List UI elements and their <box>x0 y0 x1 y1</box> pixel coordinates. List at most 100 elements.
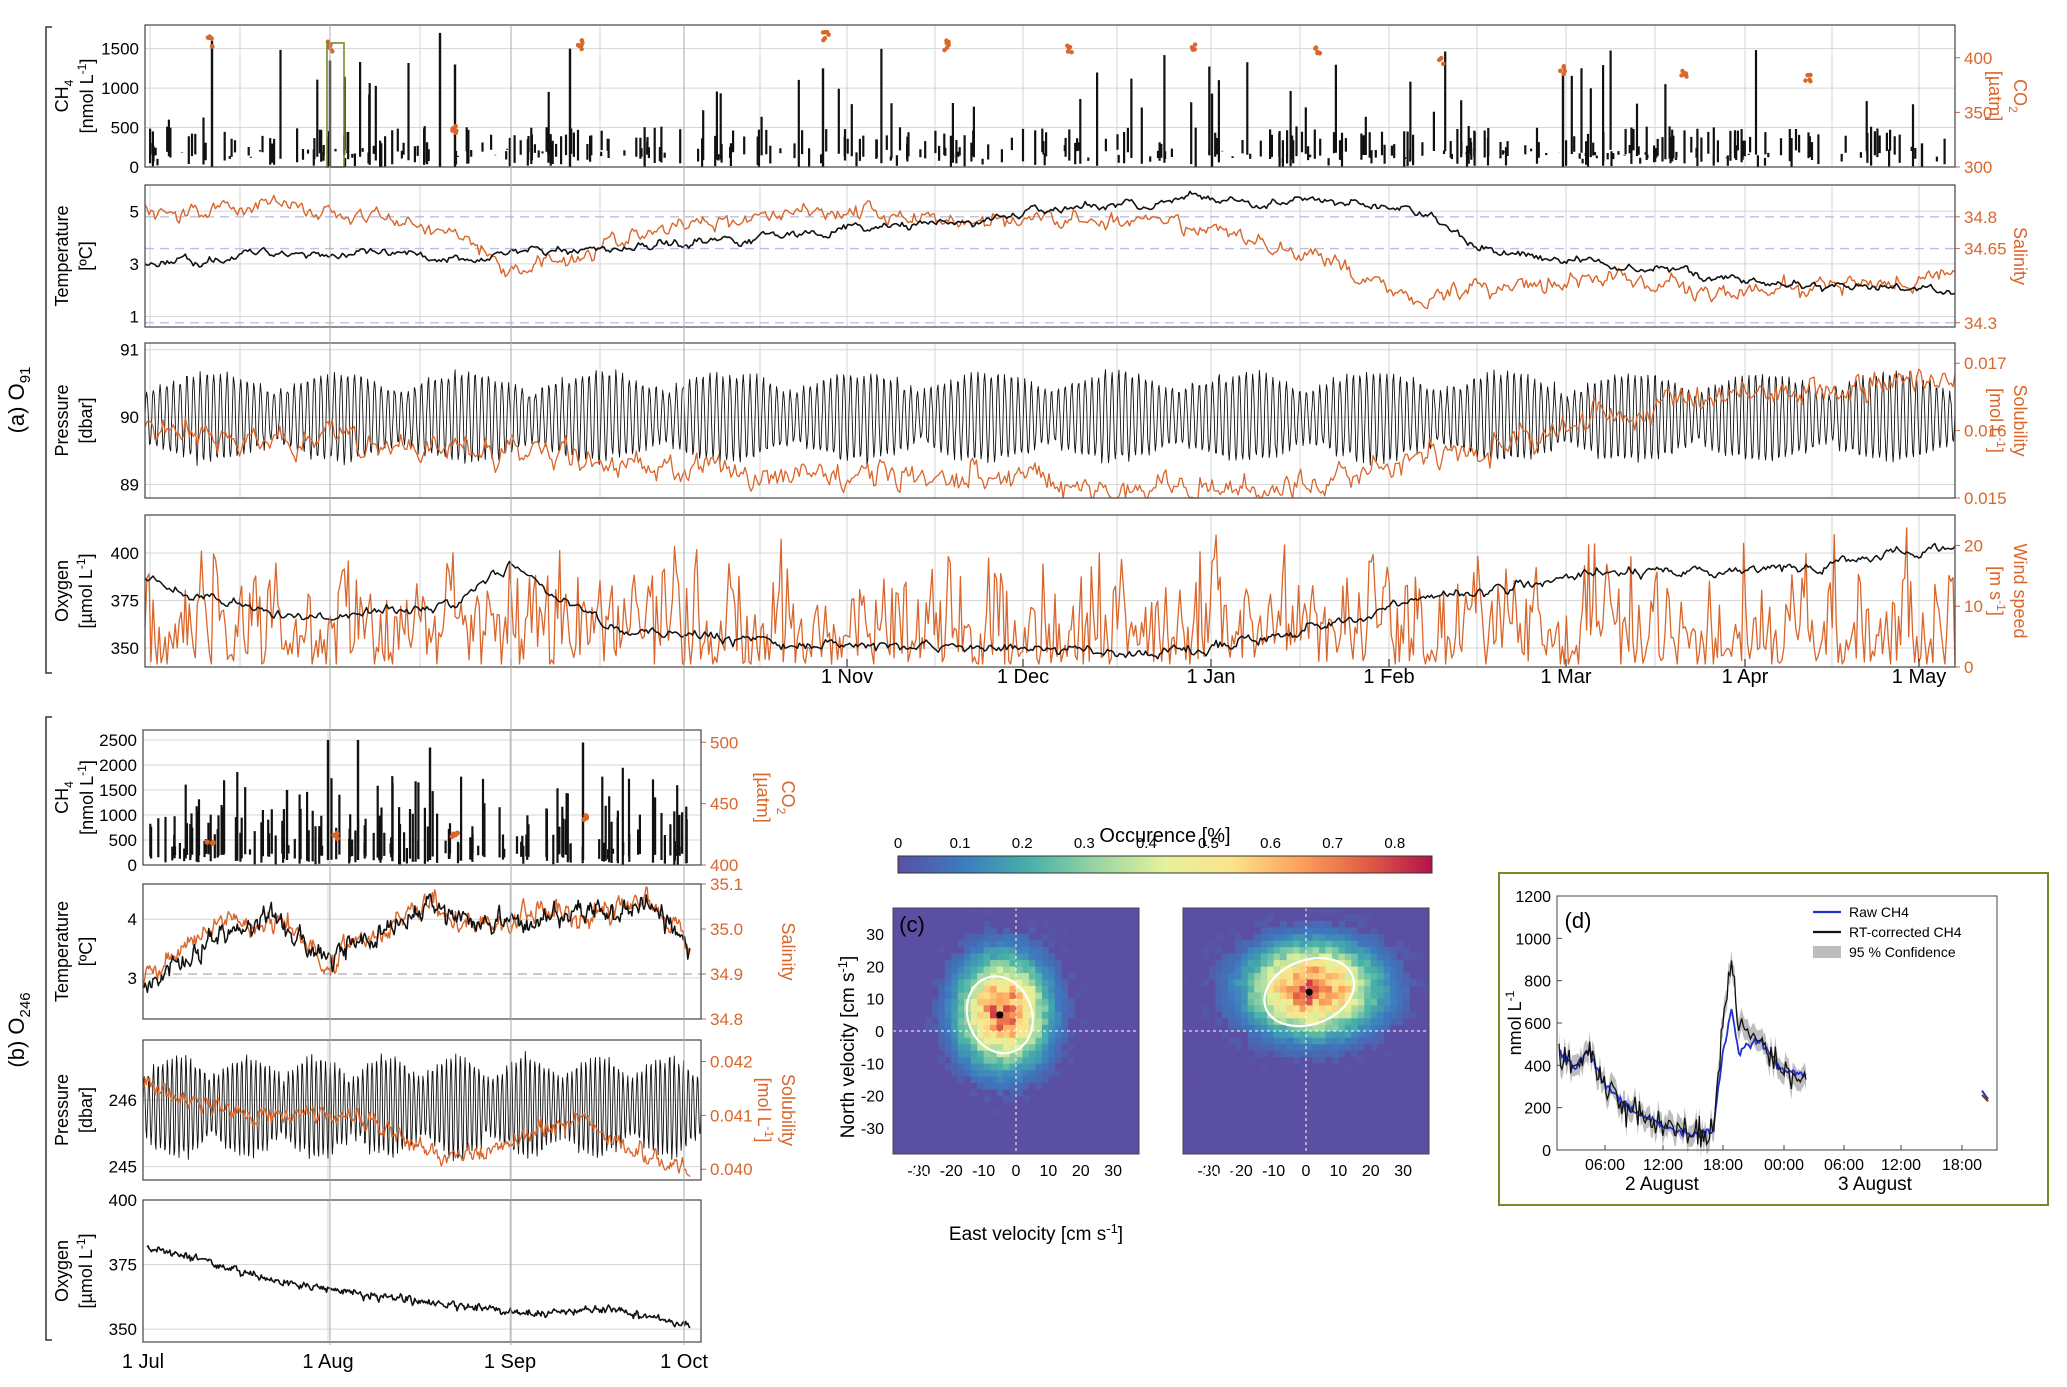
histogram-cell <box>1370 933 1378 941</box>
x-tick-label: 20 <box>1072 1163 1090 1180</box>
histogram-cell <box>1048 1024 1056 1032</box>
histogram-cell <box>1299 959 1307 967</box>
plot-b1-ch4-co2: 0 500 1000 1500 2000 2500 400 450 500 CH4[nmol L-… <box>52 729 798 875</box>
y-tick-label: 200 <box>1524 1101 1551 1118</box>
histogram-cell <box>1299 1018 1307 1025</box>
histogram-cell <box>1331 979 1339 986</box>
histogram-cell <box>983 1069 991 1077</box>
histogram-cell <box>1377 946 1384 954</box>
histogram-cell <box>957 1050 965 1058</box>
histogram-cell <box>931 1024 939 1032</box>
day-label: 3 August <box>1838 1174 1913 1195</box>
co2-point <box>1315 49 1320 55</box>
y-tick-label: 800 <box>1524 974 1551 991</box>
histogram-cell <box>977 940 984 948</box>
histogram-cell <box>1357 1056 1365 1064</box>
histogram-cell <box>1390 972 1397 980</box>
histogram-cell <box>1247 1005 1255 1012</box>
histogram-cell <box>1312 1050 1320 1058</box>
histogram-cell <box>957 979 965 986</box>
histogram-cell <box>1016 1037 1023 1045</box>
histogram-cell <box>1215 966 1223 974</box>
x-tick-label: 06:00 <box>1585 1157 1625 1174</box>
histogram-cell <box>1234 940 1242 948</box>
histogram-cell <box>1364 914 1372 922</box>
histogram-cell <box>1293 933 1300 941</box>
histogram-cell <box>1351 914 1359 922</box>
y-tick-label: 375 <box>109 1256 137 1275</box>
histogram-cell <box>957 1011 965 1019</box>
histogram-cell <box>1054 1005 1062 1012</box>
histogram-cell <box>1344 1031 1352 1038</box>
histogram-cell <box>1351 1037 1359 1045</box>
histogram-cell <box>1260 1043 1268 1051</box>
histogram-cell <box>1273 966 1281 974</box>
histogram-cell <box>1312 1018 1320 1025</box>
histogram-cell <box>964 946 971 954</box>
co2-point <box>577 43 582 49</box>
histogram-cell <box>1041 1024 1049 1032</box>
histogram-cell <box>1344 940 1352 948</box>
histogram-cell <box>983 959 991 967</box>
histogram-cell <box>970 933 978 941</box>
day-label: 2 August <box>1625 1174 1700 1195</box>
histogram-cell <box>1338 985 1346 993</box>
axes-frame <box>142 729 702 866</box>
histogram-cell <box>1306 946 1313 954</box>
y-tick-label: 2500 <box>99 731 137 750</box>
histogram-cell <box>990 1056 997 1064</box>
histogram-cell <box>1054 985 1062 993</box>
histogram-cell <box>1035 1082 1043 1090</box>
histogram-cell <box>1318 1050 1326 1058</box>
histogram-cell <box>1254 946 1261 954</box>
y-tick-label: 1 <box>130 307 139 326</box>
histogram-cell <box>1041 966 1049 974</box>
histogram-cell <box>990 1018 997 1025</box>
histogram-cell <box>1247 1043 1255 1051</box>
histogram-cell <box>1221 914 1229 922</box>
histogram-cell <box>1383 979 1391 986</box>
histogram-cell <box>1028 979 1036 986</box>
histogram-cell <box>1370 966 1378 974</box>
histogram-cell <box>1357 914 1365 922</box>
panel-c-velocity-histograms: Occurence [%] 0 0.1 0.2 0.3 0.4 0.5 0.6 0.7 0.8 … <box>835 825 1433 1245</box>
histogram-cell <box>1286 1050 1294 1058</box>
x-tick-label: -30 <box>907 1163 930 1180</box>
histogram-cell <box>1312 985 1320 993</box>
histogram-cell <box>1370 1031 1378 1038</box>
histogram-cell <box>990 959 997 967</box>
histogram-cell <box>951 1011 959 1019</box>
histogram-cell <box>957 998 965 1006</box>
histogram-cell <box>1286 985 1294 993</box>
histogram-cell <box>1048 985 1056 993</box>
histogram-cell <box>1325 1043 1333 1051</box>
histogram-cell <box>957 953 965 961</box>
histogram-cell <box>1286 940 1294 948</box>
co2-point <box>331 832 337 838</box>
histogram-cell <box>1306 1050 1313 1058</box>
axes-frame <box>144 514 1956 668</box>
histogram-cell <box>1318 985 1326 993</box>
histogram-cell <box>1254 972 1261 980</box>
histogram-cell <box>1357 953 1365 961</box>
map-label-o246: O246 <box>1188 1153 1240 1188</box>
histogram-cell <box>1396 1018 1404 1025</box>
histogram-cell <box>983 920 991 928</box>
histogram-cell <box>1344 985 1352 993</box>
histogram-cell <box>996 998 1004 1006</box>
histogram-cell <box>1247 979 1255 986</box>
histogram-cell <box>1215 979 1223 986</box>
histogram-cell <box>970 992 978 999</box>
histogram-cell <box>944 1005 952 1012</box>
histogram-cell <box>1338 992 1346 999</box>
histogram-cell <box>990 992 997 999</box>
x-tick-label: 0 <box>1302 1163 1311 1180</box>
histogram-cell <box>1312 1024 1320 1032</box>
histogram-cell <box>1403 998 1410 1006</box>
histogram-cell <box>1228 959 1236 967</box>
histogram-cell <box>996 933 1004 941</box>
histogram-cell <box>970 1024 978 1032</box>
axes-frame <box>142 1039 702 1181</box>
histogram-cell <box>1016 1031 1023 1038</box>
axes-frame <box>144 342 1956 499</box>
